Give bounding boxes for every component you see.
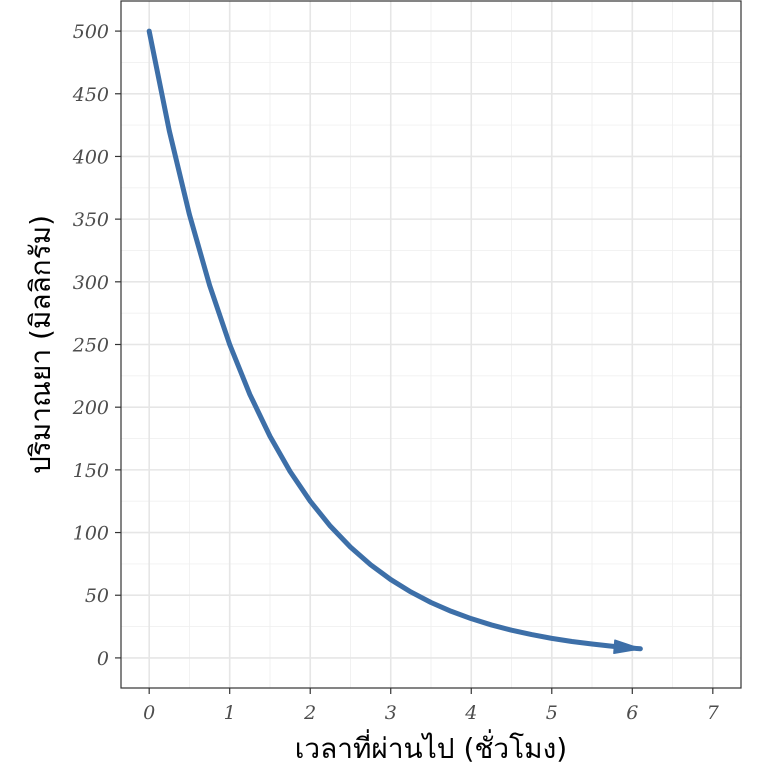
- y-tick-label: 350: [73, 209, 109, 231]
- y-tick-label: 100: [73, 523, 109, 545]
- x-axis-ticks: 0 1 2 3 4 5 6 7: [143, 688, 720, 724]
- y-tick-label: 500: [73, 21, 109, 43]
- x-tick-label: 0: [143, 702, 155, 724]
- series-layer: [146, 28, 643, 654]
- curve-arrowhead: [613, 639, 642, 654]
- y-tick-label: 200: [72, 397, 109, 419]
- x-axis-title: เวลาที่ผ่านไป (ชั่วโมง): [295, 729, 567, 765]
- x-tick-label: 5: [546, 702, 558, 724]
- y-tick-label: 0: [97, 648, 109, 670]
- y-axis-title: ปริมาณยา (มิลลิกรัม): [24, 215, 57, 474]
- y-axis-ticks: 0 50 100 150 200 250 300 350 400 450 500: [72, 21, 121, 670]
- minor-gridlines-y: [121, 61, 741, 628]
- x-tick-label: 3: [385, 702, 397, 724]
- y-tick-label: 150: [73, 460, 109, 482]
- decay-curve-line: [146, 28, 643, 652]
- x-tick-label: 2: [303, 702, 316, 724]
- y-tick-label: 400: [72, 146, 109, 168]
- x-tick-label: 4: [464, 702, 477, 724]
- major-gridlines-y: [121, 30, 741, 659]
- x-tick-label: 7: [707, 702, 720, 724]
- y-tick-label: 250: [72, 335, 109, 357]
- x-tick-label: 6: [626, 702, 638, 724]
- y-tick-label: 300: [73, 272, 109, 294]
- y-tick-label: 450: [72, 84, 109, 106]
- x-tick-label: 1: [224, 702, 236, 724]
- y-tick-label: 50: [85, 585, 109, 607]
